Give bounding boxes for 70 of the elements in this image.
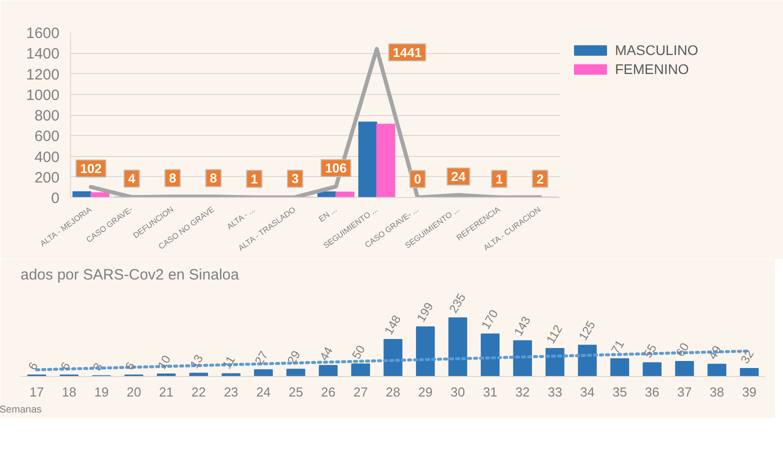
data-label: 8 bbox=[168, 170, 176, 186]
x-tick-label: 17 bbox=[29, 384, 44, 400]
legend-label: FEMENINO bbox=[615, 61, 689, 77]
data-label: 50 bbox=[349, 342, 368, 362]
data-label: 6 bbox=[25, 359, 41, 373]
legend-label: MASCULINO bbox=[615, 42, 698, 58]
data-label: 0 bbox=[414, 172, 422, 186]
x-tick-label: 26 bbox=[320, 384, 336, 400]
x-tick-label: 38 bbox=[710, 384, 724, 400]
y-tick-label: 800 bbox=[34, 108, 60, 124]
x-tick-label: 34 bbox=[580, 384, 595, 400]
x-tick-label: 29 bbox=[418, 384, 433, 400]
data-label: 49 bbox=[705, 342, 724, 362]
data-label: 3 bbox=[90, 360, 106, 374]
x-tick-label: 20 bbox=[126, 384, 142, 400]
data-label: 71 bbox=[608, 337, 628, 356]
x-tick-label: 27 bbox=[353, 384, 368, 400]
data-label: 6 bbox=[122, 359, 138, 373]
data-label: 29 bbox=[284, 348, 304, 367]
y-tick-label: 1200 bbox=[26, 66, 60, 84]
y-tick-label: 600 bbox=[34, 128, 60, 146]
x-tick-label: 28 bbox=[386, 384, 400, 400]
x-tick-label: 24 bbox=[256, 384, 271, 400]
data-label: 8 bbox=[210, 170, 218, 186]
x-tick-label: 37 bbox=[677, 384, 692, 400]
x-tick-label: 30 bbox=[450, 384, 466, 400]
data-label: 106 bbox=[325, 160, 347, 176]
data-label: 13 bbox=[187, 352, 206, 371]
data-label: 1 bbox=[496, 171, 503, 186]
y-tick-label: 0 bbox=[51, 190, 60, 207]
x-tick-label: 18 bbox=[62, 384, 76, 400]
x-tick-label: 33 bbox=[548, 384, 562, 400]
x-tick-label: 23 bbox=[224, 384, 238, 400]
data-label: 24 bbox=[451, 169, 466, 184]
data-label: 4 bbox=[128, 171, 136, 186]
x-tick-label: 22 bbox=[191, 384, 206, 400]
y-tick-label: 200 bbox=[34, 169, 60, 186]
y-tick-label: 400 bbox=[34, 148, 60, 166]
data-label: 199 bbox=[414, 300, 436, 324]
x-tick-label: 19 bbox=[94, 384, 109, 400]
data-label: 1 bbox=[250, 171, 258, 186]
data-label: 148 bbox=[382, 312, 404, 338]
data-label: 143 bbox=[511, 314, 534, 338]
data-label: 11 bbox=[220, 353, 238, 372]
data-label: 1441 bbox=[392, 44, 422, 60]
y-tick-label: 1600 bbox=[26, 25, 60, 42]
x-tick-label: 39 bbox=[742, 384, 757, 400]
chart-title: ados por SARS-Cov2 en Sinaloa bbox=[20, 266, 240, 284]
data-label: 112 bbox=[543, 322, 566, 346]
data-label: 44 bbox=[316, 344, 336, 364]
x-tick-label: 21 bbox=[159, 384, 174, 400]
x-tick-label: 35 bbox=[612, 384, 627, 400]
data-label: 170 bbox=[478, 306, 502, 332]
data-label: 2 bbox=[536, 171, 544, 186]
x-axis-title: Semanas bbox=[0, 404, 42, 416]
x-tick-label: 31 bbox=[482, 384, 498, 400]
data-label: 55 bbox=[640, 341, 660, 360]
data-label: 102 bbox=[80, 160, 102, 176]
x-tick-label: 25 bbox=[288, 384, 304, 400]
data-label: 125 bbox=[576, 318, 598, 343]
y-tick-label: 1000 bbox=[26, 86, 60, 104]
data-label: 32 bbox=[738, 347, 757, 366]
y-tick-label: 1400 bbox=[26, 46, 60, 63]
x-tick-label: 36 bbox=[644, 384, 660, 400]
data-label: 3 bbox=[291, 171, 299, 186]
x-tick-label: 32 bbox=[515, 384, 530, 400]
data-label: 60 bbox=[673, 340, 692, 360]
data-label: 27 bbox=[252, 348, 271, 368]
data-label: 10 bbox=[154, 352, 174, 372]
data-label: 6 bbox=[58, 359, 74, 373]
